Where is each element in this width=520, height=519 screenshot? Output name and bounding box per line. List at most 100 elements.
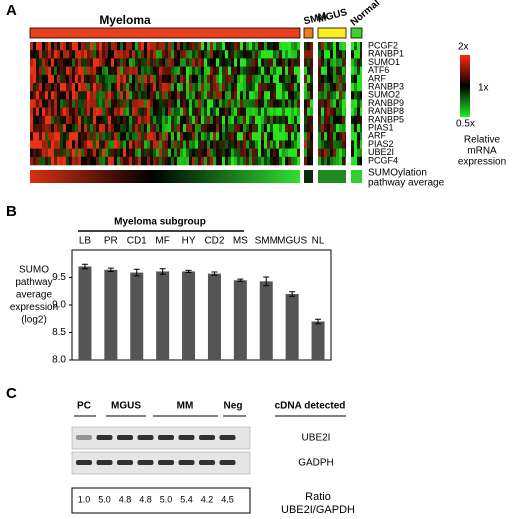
lane-label: MGUS [111,401,141,412]
heatmap-cell [249,91,252,100]
heatmap-cell [273,83,276,92]
heatmap-cell [156,99,159,108]
heatmap-cell [198,140,201,149]
heatmap-cell [252,140,255,149]
x-tick-label: HY [182,236,196,247]
heatmap-cell [81,50,84,59]
heatmap-cell [324,83,327,92]
heatmap-cell [282,74,285,84]
heatmap-cell [120,50,123,59]
heatmap-cell [240,124,243,133]
heatmap-cell [258,91,261,100]
heatmap-cell [132,74,135,84]
heatmap-cell [216,42,219,51]
heatmap-cell [105,124,108,133]
gene-label: SUMO1 [368,57,400,67]
heatmap-cell [180,83,183,92]
heatmap-cell [153,42,156,51]
heatmap-cell [99,124,102,133]
gene-label: PIAS2 [368,139,394,149]
heatmap-cell [141,148,144,158]
heatmap-cell [108,148,111,158]
heatmap-cell [291,156,294,166]
heatmap-cell [330,42,333,51]
heatmap-cell [42,124,45,133]
heatmap-cell [111,148,114,158]
heatmap-cell [141,91,144,100]
heatmap-cell [231,91,234,100]
heatmap-cell [318,115,321,125]
heatmap-cell [174,140,177,149]
heatmap-cell [255,42,258,51]
heatmap-cell [78,156,81,166]
heatmap-cell [219,91,222,100]
heatmap-cell [177,83,180,92]
heatmap-cell [201,99,204,108]
heatmap-cell [78,140,81,149]
heatmap-cell [132,132,135,141]
heatmap-cell [339,66,342,76]
heatmap-cell [108,99,111,108]
heatmap-cell [255,140,258,149]
average-label: pathway average [368,178,445,189]
heatmap-cell [114,66,117,76]
heatmap-cell [333,83,336,92]
heatmap-cell [270,156,273,166]
heatmap-cell [72,58,75,67]
heatmap-cell [60,148,63,158]
heatmap-cell [318,107,321,117]
heatmap-cell [354,124,357,133]
gel-label: GADPH [298,458,334,469]
heatmap-cell [51,74,54,84]
heatmap-cell [237,99,240,108]
gel-band [199,460,215,465]
heatmap-cell [255,124,258,133]
heatmap-cell [297,115,300,125]
heatmap-cell [231,124,234,133]
heatmap-cell [213,140,216,149]
heatmap-cell [225,132,228,141]
heatmap-cell [231,66,234,76]
heatmap-cell [255,74,258,84]
heatmap-cell [84,58,87,67]
heatmap-cell [276,58,279,67]
heatmap-cell [150,148,153,158]
heatmap-cell [210,42,213,51]
heatmap-cell [252,83,255,92]
heatmap-cell [354,50,357,59]
heatmap-cell [93,74,96,84]
heatmap-cell [307,107,310,117]
heatmap-cell [165,74,168,84]
heatmap-cell [165,58,168,67]
heatmap-cell [288,91,291,100]
heatmap-cell [213,91,216,100]
heatmap-cell [249,83,252,92]
heatmap-cell [45,58,48,67]
heatmap-cell [207,156,210,166]
heatmap-cell [48,66,51,76]
heatmap-cell [192,58,195,67]
heatmap-cell [45,83,48,92]
heatmap-cell [72,91,75,100]
heatmap-cell [237,58,240,67]
heatmap-cell [90,107,93,117]
heatmap-cell [48,99,51,108]
heatmap-cell [102,83,105,92]
heatmap-cell [54,148,57,158]
x-tick-label: MGUS [277,236,307,247]
heatmap-cell [114,42,117,51]
heatmap-cell [135,83,138,92]
heatmap-cell [330,107,333,117]
heatmap-cell [96,148,99,158]
heatmap-cell [177,99,180,108]
heatmap-cell [108,58,111,67]
heatmap-cell [147,58,150,67]
heatmap-cell [117,91,120,100]
heatmap-cell [243,148,246,158]
heatmap-cell [324,50,327,59]
group-label: Myeloma subgroup [114,217,206,228]
heatmap-cell [330,115,333,125]
heatmap-cell [141,83,144,92]
heatmap-cell [117,140,120,149]
heatmap-cell [276,50,279,59]
